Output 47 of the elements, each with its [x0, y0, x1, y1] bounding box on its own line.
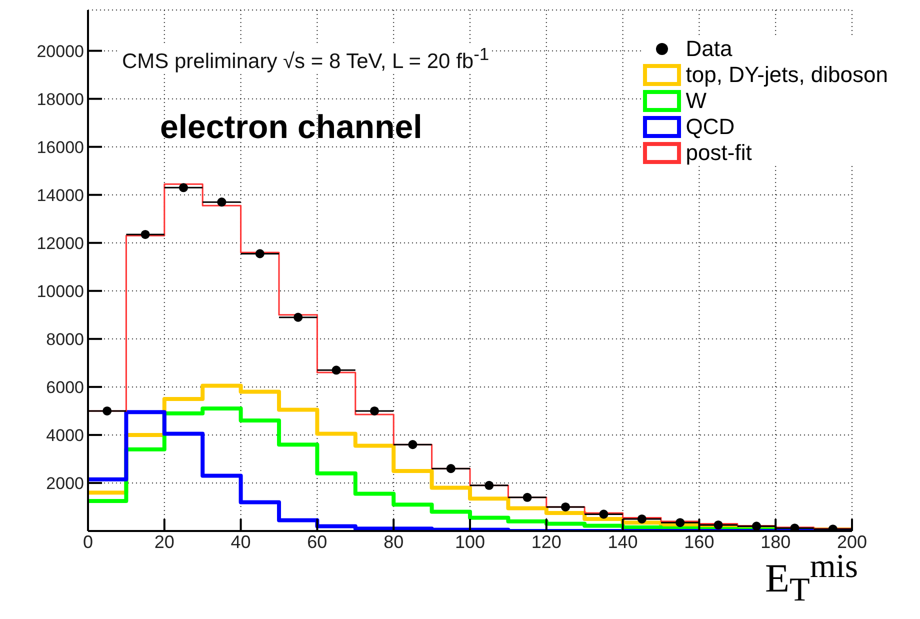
point	[446, 464, 456, 474]
point	[522, 492, 532, 502]
point	[332, 366, 341, 375]
x-tick-label: 120	[531, 532, 562, 552]
y-tick-label: 10000	[36, 282, 84, 301]
point	[560, 502, 570, 512]
x-tick-label: 100	[454, 532, 486, 552]
point	[294, 312, 303, 322]
x-tick-label: 160	[684, 532, 714, 552]
legend-label: W	[686, 88, 707, 114]
y-tick-label: 16000	[36, 138, 84, 157]
y-tick-label: 18000	[36, 90, 84, 109]
x-tick-label: 20	[154, 532, 174, 552]
annotation: CMS preliminary √s = 8 TeV, L = 20 fb$^{-1}$	[120, 44, 492, 74]
legend-label: post-fit	[686, 140, 752, 166]
legend-label: QCD	[686, 114, 735, 140]
x-tick-label: 40	[230, 532, 251, 552]
y-tick-label: 4000	[46, 426, 84, 445]
point	[752, 522, 762, 531]
point	[255, 249, 264, 258]
x-tick-label: 200	[836, 532, 868, 552]
legend-label: top, DY-jets, diboson	[686, 62, 888, 88]
x-tick-label: 60	[307, 532, 328, 552]
point	[178, 183, 188, 192]
y-tick-label: 20000	[36, 42, 84, 61]
y-tick-label: 8000	[46, 330, 84, 349]
y-tick-label: 6000	[46, 378, 84, 397]
y-tick-label: 12000	[36, 234, 84, 253]
legend-label: Data	[686, 36, 732, 62]
point	[637, 514, 646, 524]
y-tick-label: 2000	[46, 474, 84, 494]
point	[790, 524, 800, 531]
x-tick-label: 140	[608, 532, 638, 552]
y-tick-label: 14000	[36, 186, 84, 205]
point	[714, 520, 723, 530]
x-tick-label: 80	[384, 532, 404, 552]
x-tick-label: 0	[82, 532, 94, 552]
point	[370, 406, 380, 416]
point	[408, 440, 418, 450]
x-tick-label: 180	[760, 532, 791, 552]
point	[484, 480, 494, 490]
point	[599, 510, 608, 519]
annotation: electron channel	[160, 108, 422, 146]
point	[676, 518, 685, 528]
point	[217, 198, 226, 207]
point	[140, 230, 150, 239]
point	[102, 406, 112, 416]
